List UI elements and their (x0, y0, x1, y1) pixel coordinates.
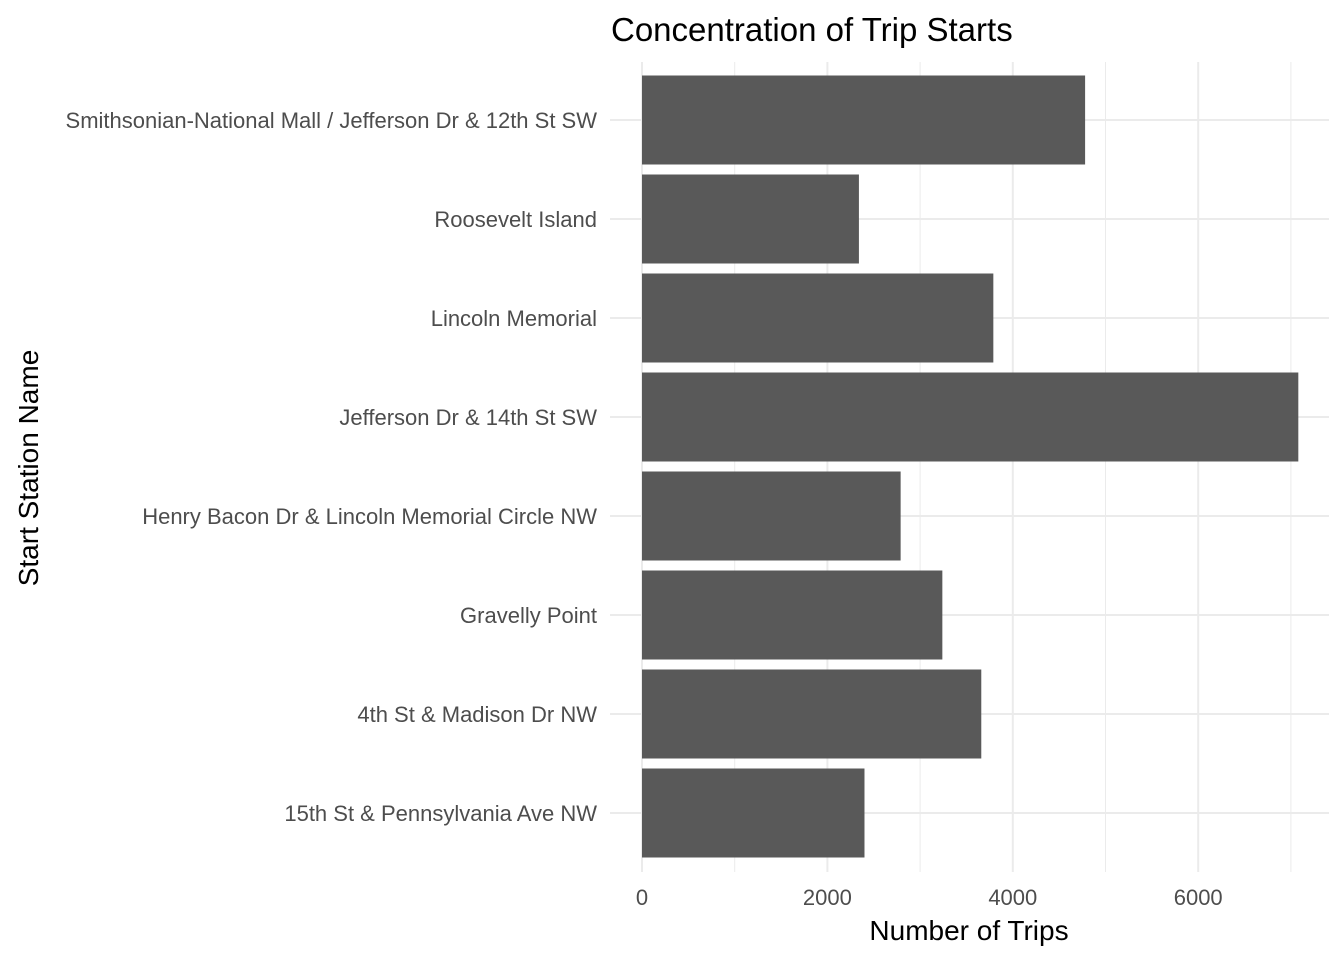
bar (642, 75, 1086, 165)
y-tick-label: Gravelly Point (460, 603, 597, 628)
y-axis-title: Start Station Name (13, 350, 44, 587)
bar (642, 174, 859, 264)
x-tick-label: 0 (636, 885, 648, 910)
y-tick-label: 4th St & Madison Dr NW (357, 702, 597, 727)
bar (642, 372, 1299, 462)
bar (642, 669, 982, 759)
bars (642, 75, 1299, 858)
y-tick-label: Henry Bacon Dr & Lincoln Memorial Circle… (142, 504, 597, 529)
bar (642, 273, 994, 363)
y-tick-label: Smithsonian-National Mall / Jefferson Dr… (66, 108, 598, 133)
bar (642, 570, 943, 660)
bar (642, 471, 901, 561)
x-tick-label: 4000 (988, 885, 1037, 910)
chart-title: Concentration of Trip Starts (611, 11, 1013, 48)
x-tick-label: 2000 (803, 885, 852, 910)
x-axis-title: Number of Trips (869, 915, 1068, 946)
bar (642, 768, 865, 858)
x-tick-labels: 0 2000 4000 6000 (636, 885, 1223, 910)
y-tick-label: Roosevelt Island (434, 207, 597, 232)
x-tick-label: 6000 (1174, 885, 1223, 910)
y-tick-labels: 15th St & Pennsylvania Ave NW 4th St & Ma… (66, 108, 598, 826)
y-tick-label: Lincoln Memorial (431, 306, 597, 331)
y-tick-label: 15th St & Pennsylvania Ave NW (284, 801, 597, 826)
y-tick-label: Jefferson Dr & 14th St SW (339, 405, 597, 430)
